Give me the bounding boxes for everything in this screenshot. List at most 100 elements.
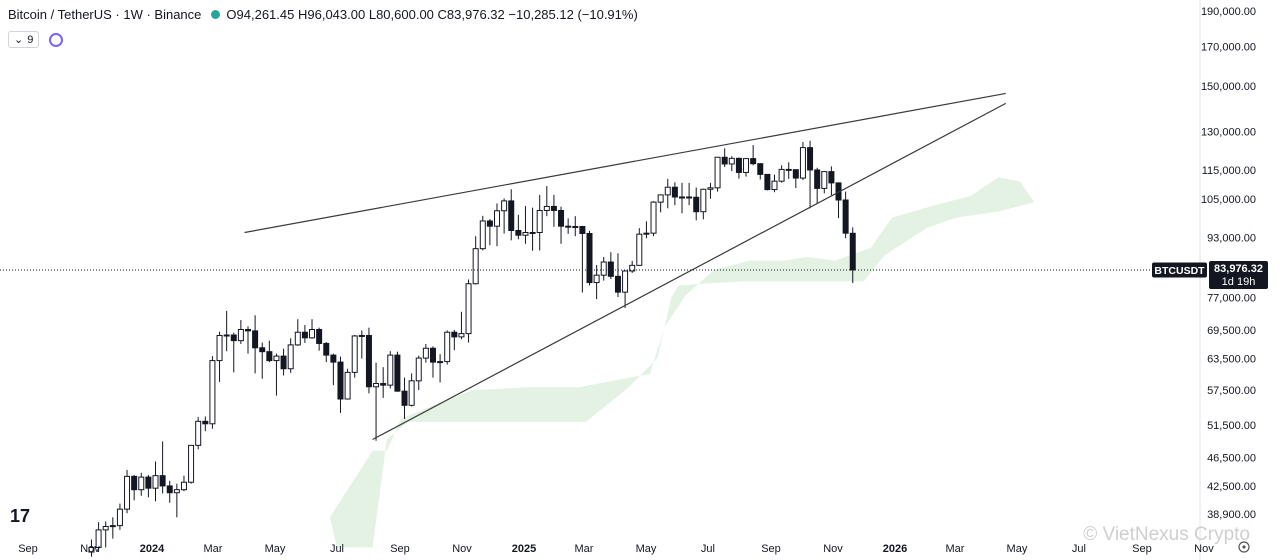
candle xyxy=(458,311,465,340)
candle xyxy=(486,219,493,246)
time-tick-label: May xyxy=(265,543,286,555)
candle-body xyxy=(188,444,195,483)
candle-body xyxy=(543,205,550,211)
candle xyxy=(579,225,586,293)
candle-body xyxy=(330,354,337,363)
candle xyxy=(230,332,237,373)
candle-body xyxy=(109,525,116,528)
candle-body xyxy=(131,475,138,491)
candle-body xyxy=(657,194,664,203)
time-tick-label: 2025 xyxy=(512,543,536,555)
candle-body xyxy=(280,355,287,370)
candle xyxy=(743,158,750,177)
candle-body xyxy=(401,390,408,406)
candle xyxy=(643,221,650,239)
candle-body xyxy=(778,168,785,182)
price-tick-label: 130,000.00 xyxy=(1201,126,1256,138)
candle-body xyxy=(735,157,742,173)
candle xyxy=(529,207,536,251)
candle-body xyxy=(365,334,372,388)
candle xyxy=(465,279,472,343)
candle-body xyxy=(472,248,479,285)
candle-body xyxy=(159,475,166,487)
candle-body xyxy=(394,354,401,392)
candle xyxy=(472,236,479,285)
candle xyxy=(735,157,742,179)
candle xyxy=(138,472,145,496)
candle-body xyxy=(842,199,849,234)
candle-body xyxy=(721,156,728,165)
candle xyxy=(159,441,166,494)
candle xyxy=(714,156,721,192)
change-value: −10,285.12 (−10.91%) xyxy=(508,7,638,22)
candle xyxy=(309,319,316,339)
time-tick-label: Nov xyxy=(823,543,843,555)
ohlc-values: O94,261.45 H96,043.00 L80,600.00 C83,976… xyxy=(226,7,637,22)
candle-body xyxy=(237,328,244,342)
price-tick-label: 51,500.00 xyxy=(1207,420,1256,432)
candle xyxy=(358,330,365,359)
candle-body xyxy=(195,420,202,446)
time-tick-label: Mar xyxy=(945,543,964,555)
price-tag-countdown: 1d 19h xyxy=(1222,276,1256,288)
candle xyxy=(259,342,266,379)
candle xyxy=(266,340,273,363)
candle-body xyxy=(572,226,579,229)
price-tick-label: 38,900.00 xyxy=(1207,509,1256,521)
chart-header: Bitcoin / TetherUS · 1W · Binance O94,26… xyxy=(8,7,638,22)
candle-body xyxy=(230,334,237,342)
candle-body xyxy=(792,169,799,179)
candle xyxy=(244,326,251,354)
candle xyxy=(778,165,785,183)
candle xyxy=(166,480,173,503)
trendlines[interactable] xyxy=(244,92,1007,441)
candle xyxy=(437,354,444,383)
candle xyxy=(330,353,337,386)
candle xyxy=(195,417,202,450)
trendline-upper[interactable] xyxy=(244,92,1006,234)
candle xyxy=(365,327,372,394)
time-tick-label: Sep xyxy=(1132,543,1152,555)
candle xyxy=(145,474,152,498)
price-tick-label: 46,500.00 xyxy=(1207,452,1256,464)
low-value: L80,600.00 xyxy=(368,7,434,22)
open-value: O94,261.45 xyxy=(226,7,295,22)
candle-body xyxy=(743,158,750,173)
candle-body xyxy=(145,476,152,489)
candle-body xyxy=(764,173,771,191)
time-axis[interactable]: Sep Nov 2024 Mar May Jul Sep Nov 2025 Mar May Jul Se… xyxy=(18,543,1214,555)
candle xyxy=(686,182,693,206)
candle xyxy=(102,521,109,548)
candle xyxy=(124,469,131,514)
candle xyxy=(600,256,607,281)
candle-body xyxy=(522,232,529,236)
indicator-toggle-button[interactable]: ⌄ 9 xyxy=(8,31,40,48)
candle-body xyxy=(173,489,180,494)
candle-body xyxy=(259,347,266,353)
candle xyxy=(657,194,664,213)
candle xyxy=(785,162,792,179)
price-tick-label: 77,000.00 xyxy=(1207,292,1256,304)
tradingview-logo: 17 xyxy=(10,506,31,526)
close-value: C83,976.32 xyxy=(437,7,505,22)
candle xyxy=(252,315,259,374)
time-tick-label: Nov xyxy=(1194,543,1214,555)
candle-body xyxy=(351,335,358,373)
trendline-lower[interactable] xyxy=(372,102,1007,441)
candle-body xyxy=(223,334,230,337)
candle-body xyxy=(558,209,565,227)
price-tick-label: 93,000.00 xyxy=(1207,233,1256,245)
candle-body xyxy=(501,200,508,212)
candle xyxy=(721,148,728,167)
price-axis[interactable]: 190,000.00 170,000.00 150,000.00 130,000.00… xyxy=(1199,0,1256,560)
candle xyxy=(636,228,643,266)
settings-icon[interactable] xyxy=(1238,541,1250,553)
candle-body xyxy=(821,171,828,189)
ichimoku-indicator-icon[interactable] xyxy=(49,32,64,47)
candle-body xyxy=(373,383,380,388)
candle-body xyxy=(494,210,501,227)
candle xyxy=(757,163,764,180)
candle xyxy=(131,474,138,501)
symbol-title[interactable]: Bitcoin / TetherUS · 1W · Binance xyxy=(8,7,202,22)
